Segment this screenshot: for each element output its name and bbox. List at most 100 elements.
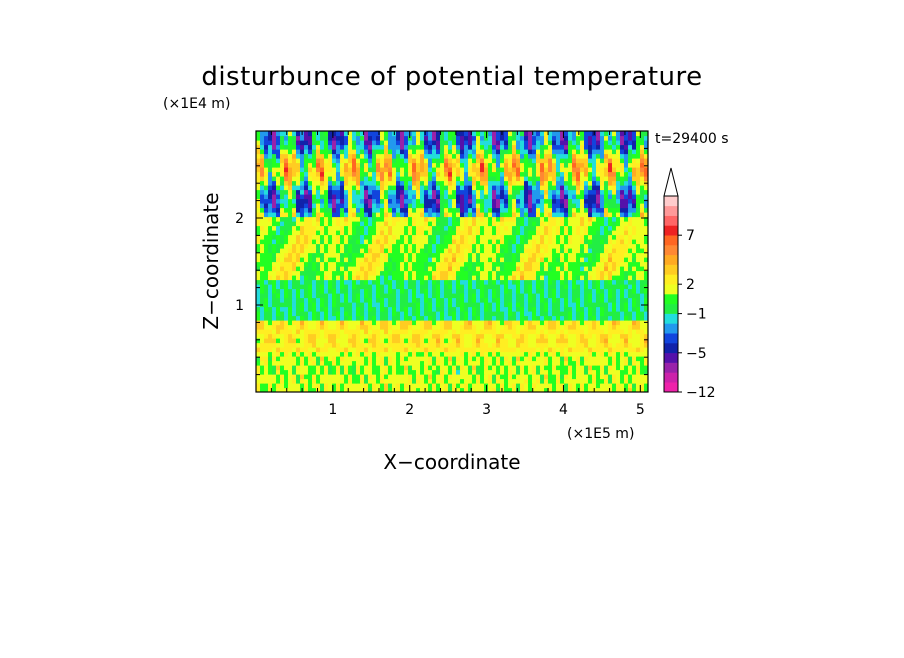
heatmap-cell xyxy=(376,189,381,195)
heatmap-cell xyxy=(572,212,577,218)
heatmap-cell xyxy=(636,203,641,209)
heatmap-cell xyxy=(636,180,641,186)
heatmap-cell xyxy=(280,374,285,380)
heatmap-cell xyxy=(520,383,525,389)
heatmap-cell xyxy=(424,252,429,258)
heatmap-cell xyxy=(348,252,353,258)
heatmap-cell xyxy=(464,329,469,335)
heatmap-cell xyxy=(608,284,613,290)
heatmap-cell xyxy=(468,207,473,213)
heatmap-cell xyxy=(620,266,625,272)
heatmap-cell xyxy=(588,248,593,254)
heatmap-cell xyxy=(568,275,573,281)
heatmap-cell xyxy=(312,257,317,263)
heatmap-cell xyxy=(568,266,573,272)
heatmap-cell xyxy=(500,216,505,222)
heatmap-cell xyxy=(464,387,469,392)
heatmap-cell xyxy=(568,212,573,218)
heatmap-cell xyxy=(456,239,461,245)
heatmap-cell xyxy=(528,311,533,317)
heatmap-cell xyxy=(312,207,317,213)
heatmap-cell xyxy=(516,351,521,357)
heatmap-cell xyxy=(428,162,433,168)
heatmap-cell xyxy=(516,324,521,330)
heatmap-cell xyxy=(384,176,389,182)
heatmap-cell xyxy=(288,189,293,195)
heatmap-cell xyxy=(536,329,541,335)
heatmap-cell xyxy=(348,342,353,348)
heatmap-cell xyxy=(484,293,489,299)
heatmap-cell xyxy=(516,185,521,191)
heatmap-cell xyxy=(452,284,457,290)
heatmap-cell xyxy=(516,180,521,186)
heatmap-cell xyxy=(580,302,585,308)
heatmap-cell xyxy=(356,194,361,200)
heatmap-cell xyxy=(268,216,273,222)
heatmap-cell xyxy=(304,311,309,317)
heatmap-cell xyxy=(388,333,393,339)
heatmap-cell xyxy=(452,356,457,362)
heatmap-cell xyxy=(532,374,537,380)
heatmap-cell xyxy=(452,275,457,281)
heatmap-cell xyxy=(384,194,389,200)
heatmap-cell xyxy=(284,338,289,344)
heatmap-cell xyxy=(504,347,509,353)
heatmap-cell xyxy=(500,288,505,294)
heatmap-cell xyxy=(596,270,601,276)
heatmap-cell xyxy=(496,324,501,330)
heatmap-cell xyxy=(496,171,501,177)
heatmap-cell xyxy=(604,203,609,209)
heatmap-cell xyxy=(412,167,417,173)
heatmap-cell xyxy=(592,230,597,236)
heatmap-cell xyxy=(276,342,281,348)
heatmap-cell xyxy=(396,338,401,344)
heatmap-cell xyxy=(544,167,549,173)
heatmap-cell xyxy=(272,266,277,272)
heatmap-cell xyxy=(548,365,553,371)
heatmap-cell xyxy=(512,365,517,371)
heatmap-cell xyxy=(288,180,293,186)
heatmap-cell xyxy=(452,378,457,384)
heatmap-cell xyxy=(452,180,457,186)
heatmap-cell xyxy=(428,297,433,303)
heatmap-cell xyxy=(520,369,525,375)
heatmap-cell xyxy=(376,243,381,249)
heatmap-cell xyxy=(280,329,285,335)
heatmap-cell xyxy=(612,387,617,392)
heatmap-cell xyxy=(492,270,497,276)
heatmap-cell xyxy=(604,324,609,330)
heatmap-cell xyxy=(456,171,461,177)
heatmap-cell xyxy=(336,189,341,195)
heatmap-cell xyxy=(328,356,333,362)
heatmap-cell xyxy=(320,189,325,195)
heatmap-cell xyxy=(564,293,569,299)
heatmap-cell xyxy=(500,333,505,339)
heatmap-cell xyxy=(616,374,621,380)
heatmap-cell xyxy=(628,198,633,204)
heatmap-cell xyxy=(260,225,265,231)
heatmap-cell xyxy=(512,207,517,213)
heatmap-cell xyxy=(536,252,541,258)
heatmap-cell xyxy=(580,234,585,240)
heatmap-cell xyxy=(300,261,305,267)
heatmap-cell xyxy=(344,383,349,389)
heatmap-cell xyxy=(600,239,605,245)
heatmap-cell xyxy=(568,234,573,240)
heatmap-cell xyxy=(280,302,285,308)
heatmap-cell xyxy=(512,203,517,209)
heatmap-cell xyxy=(260,239,265,245)
heatmap-cell xyxy=(296,176,301,182)
heatmap-cell xyxy=(316,383,321,389)
heatmap-cell xyxy=(620,306,625,312)
heatmap-cell xyxy=(608,261,613,267)
heatmap-cell xyxy=(288,225,293,231)
heatmap-cell xyxy=(620,338,625,344)
heatmap-cell xyxy=(292,270,297,276)
heatmap-cell xyxy=(368,243,373,249)
heatmap-cell xyxy=(448,225,453,231)
heatmap-cell xyxy=(640,360,645,366)
heatmap-cell xyxy=(412,225,417,231)
heatmap-cell xyxy=(368,248,373,254)
heatmap-cell xyxy=(580,261,585,267)
heatmap-cell xyxy=(408,275,413,281)
